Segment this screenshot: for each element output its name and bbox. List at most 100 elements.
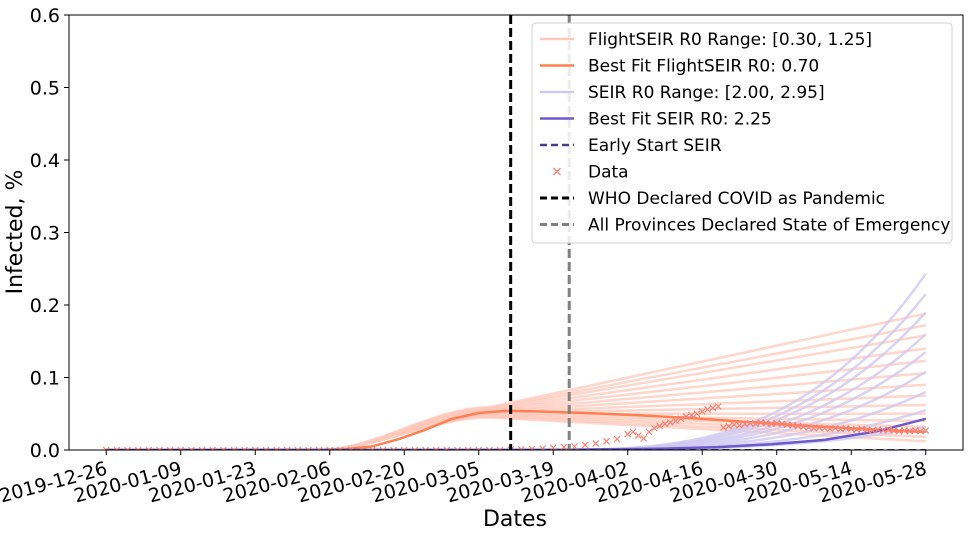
flightseir-range-line [106, 347, 926, 450]
data-point [422, 446, 429, 450]
data-point [826, 425, 834, 433]
data-point [454, 446, 461, 450]
data-point [273, 446, 280, 450]
data-point [831, 424, 839, 432]
data-point [198, 446, 206, 450]
y-tick-label: 0.6 [30, 5, 60, 27]
data-point [901, 427, 908, 434]
data-point [682, 413, 690, 421]
flightseir-range-line [106, 312, 927, 450]
seir-range-line [106, 408, 927, 450]
legend: FlightSEIR R0 Range: [0.30, 1.25] Best Fi… [531, 22, 953, 244]
data-point [720, 424, 727, 431]
data-point [634, 432, 642, 439]
legend-label: WHO Declared COVID as Pandemic [588, 189, 885, 209]
legend-label: Best Fit SEIR R0: 2.25 [588, 110, 772, 130]
y-tick-label: 0.4 [30, 150, 60, 172]
data-point [741, 420, 749, 428]
data-point [336, 446, 344, 450]
legend-label: FlightSEIR R0 Range: [0.30, 1.25] [588, 30, 872, 50]
data-point [752, 420, 759, 428]
data-point [326, 446, 334, 450]
x-axis-label: Dates [483, 507, 547, 532]
seir-range-line [106, 311, 927, 450]
data-point [156, 446, 163, 450]
data-point [145, 446, 153, 450]
data-point [922, 427, 930, 434]
flightseir-range-line [106, 324, 927, 450]
legend-label: SEIR R0 Range: [2.00, 2.95] [588, 83, 825, 103]
data-point [666, 419, 674, 426]
seir-range-line [106, 390, 927, 450]
data-point [645, 428, 653, 436]
data-point [411, 446, 419, 450]
data-point [432, 446, 440, 450]
data-point [134, 446, 142, 450]
data-point [464, 446, 472, 450]
data-point [124, 446, 131, 450]
seir-range-line [106, 370, 927, 450]
data-point [650, 424, 658, 432]
data-point [847, 425, 855, 433]
data-point [815, 424, 823, 431]
data-point [443, 446, 451, 450]
y-tick-label: 0.1 [30, 368, 60, 390]
data-point [368, 446, 376, 450]
data-point [794, 422, 802, 430]
data-point [358, 446, 366, 450]
data-point [187, 446, 195, 450]
data-point [693, 410, 701, 418]
data-point [400, 446, 408, 450]
flightseir-range-line [106, 359, 926, 450]
data-point [698, 408, 706, 415]
data-point [842, 424, 850, 432]
data-point [347, 446, 355, 450]
data-point [305, 446, 312, 450]
data-point [677, 415, 685, 423]
data-point [219, 446, 227, 450]
data-point [209, 446, 217, 450]
flightseir-range-line [106, 334, 927, 450]
data-point [603, 437, 610, 445]
data-point [704, 405, 711, 413]
data-point [762, 419, 770, 427]
legend-handle-data [553, 167, 561, 176]
data-point [773, 419, 781, 427]
seir-range-line [106, 293, 927, 450]
data-point [102, 446, 110, 450]
data-point [113, 446, 121, 450]
data-point [853, 426, 860, 434]
data-point [778, 420, 786, 428]
seir-range-line [106, 425, 927, 450]
y-tick-label: 0.5 [30, 78, 60, 100]
data-point [869, 427, 876, 434]
data-point [539, 445, 547, 450]
data-point [736, 421, 743, 429]
seir-range-line [106, 273, 927, 450]
data-point [166, 446, 174, 450]
flightseir-range-line [106, 371, 926, 450]
data-point [251, 446, 259, 450]
data-point [672, 417, 680, 425]
data-point [294, 446, 302, 450]
data-point [315, 446, 323, 450]
seir-range-line [106, 333, 927, 450]
data-point [262, 446, 270, 450]
data-point [379, 446, 387, 450]
data-point [485, 446, 493, 450]
series-group [102, 273, 930, 450]
data-point [581, 441, 589, 449]
data-point [624, 430, 632, 438]
data-point [895, 427, 903, 435]
data-point [879, 427, 887, 434]
data-point [475, 446, 483, 450]
data-point [390, 446, 398, 450]
y-tick-label: 0.2 [30, 295, 60, 317]
data-point [528, 445, 536, 450]
data-point [230, 446, 238, 450]
data-point [837, 425, 845, 433]
data-point [858, 425, 866, 433]
data-point [177, 446, 185, 450]
data-point [709, 404, 717, 412]
